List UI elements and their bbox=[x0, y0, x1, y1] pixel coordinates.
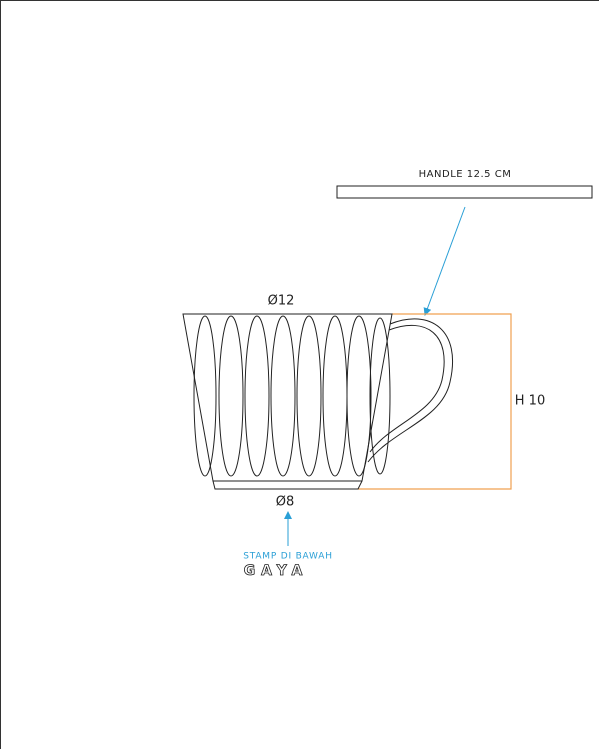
handle-arrow bbox=[423, 206, 466, 316]
bottom-diameter: Ø8 bbox=[276, 495, 295, 510]
handle-bar bbox=[336, 185, 593, 199]
top-diameter: Ø12 bbox=[268, 294, 295, 309]
cup bbox=[182, 313, 453, 490]
logo: GAYA bbox=[244, 563, 309, 579]
height-label: H 10 bbox=[515, 394, 545, 409]
height-dimension bbox=[358, 313, 512, 490]
stamp-label: STAMP DI BAWAH bbox=[243, 552, 333, 562]
handle-label: HANDLE 12.5 CM bbox=[419, 169, 512, 180]
